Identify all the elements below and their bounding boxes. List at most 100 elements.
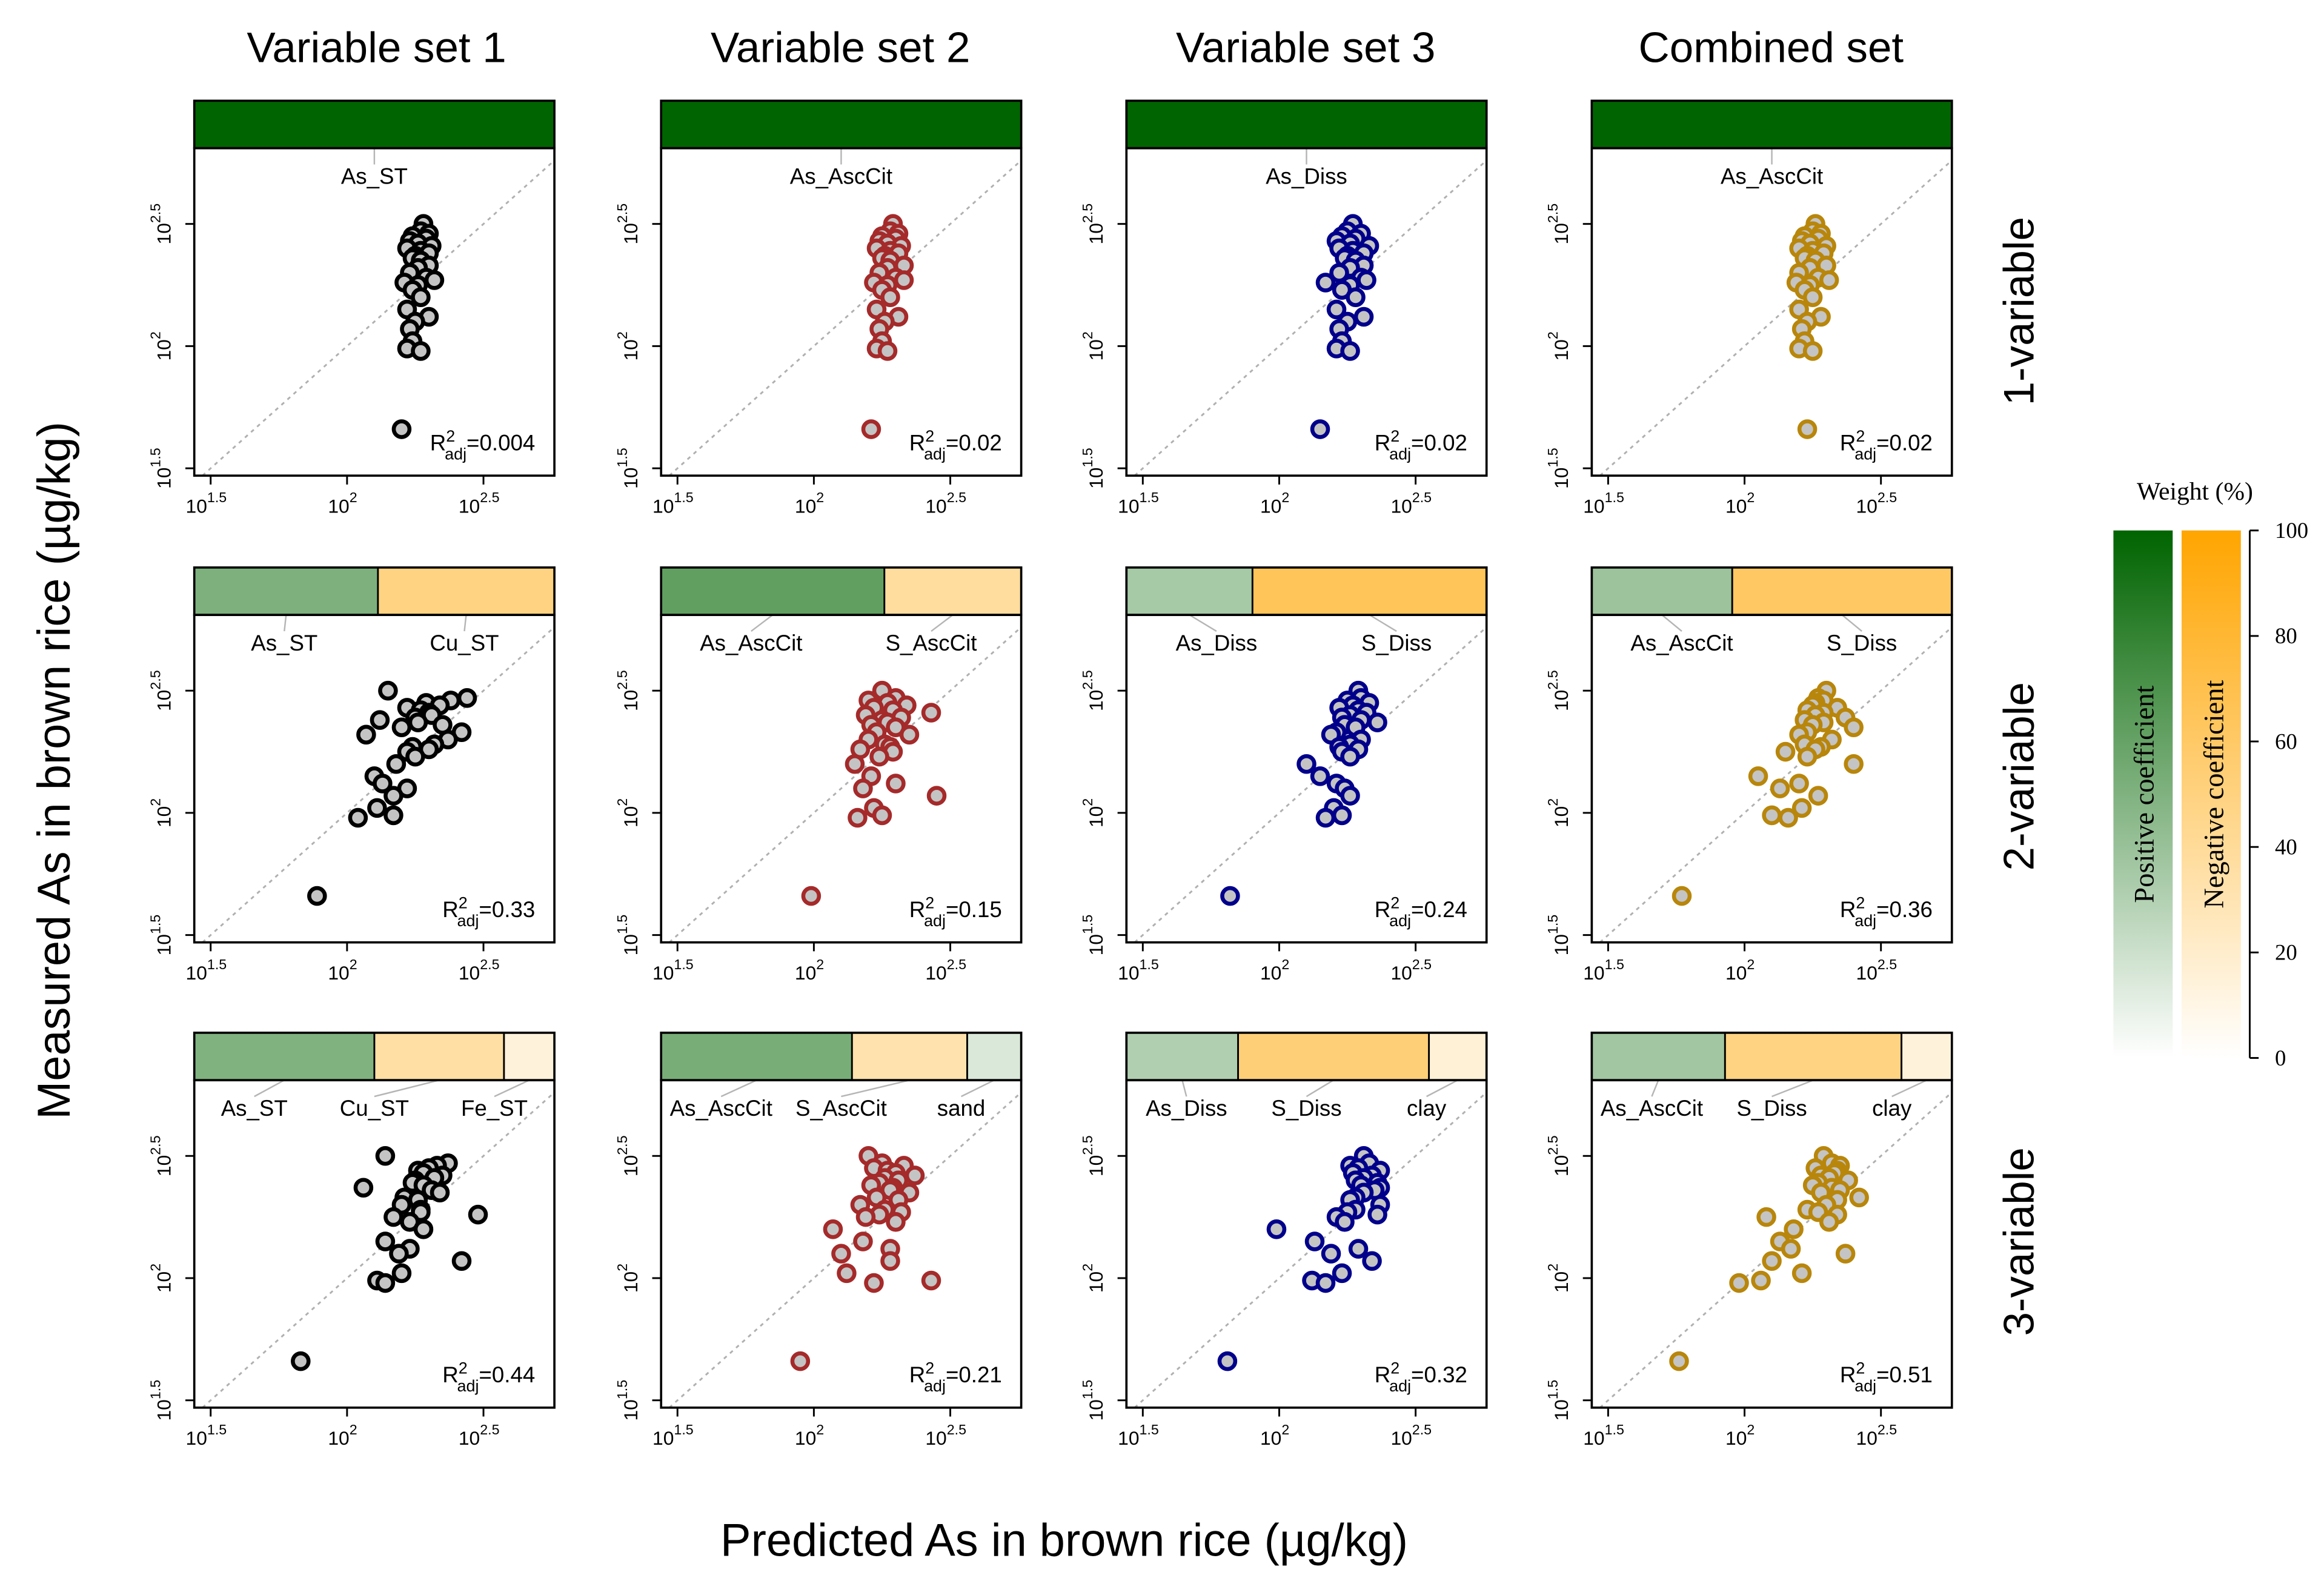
- x-tick-exponent: 2: [1281, 1422, 1289, 1437]
- data-point: [1315, 1273, 1336, 1293]
- x-tick-exponent: 2: [1281, 956, 1289, 972]
- data-point: [905, 1165, 925, 1185]
- r2-annotation: R2 adj=0.15: [909, 893, 1002, 929]
- y-tick-exponent: 2: [614, 1264, 630, 1271]
- data-point: [1770, 778, 1790, 798]
- x-tick-label: 102: [1725, 489, 1755, 517]
- r2-subscript: adj: [1389, 1377, 1411, 1395]
- reference-line: [202, 1092, 556, 1408]
- y-tick-label: 101.5: [614, 1380, 642, 1421]
- r2-annotation: R2 adj=0.36: [1840, 893, 1933, 929]
- plot-frame: [1590, 1079, 1953, 1409]
- y-axis-label: Measured As in brown rice (µg/kg): [28, 422, 80, 1119]
- y-tick-exponent: 2: [614, 331, 630, 339]
- y-tick-label: 101.5: [147, 448, 174, 489]
- data-point: [307, 886, 327, 906]
- x-tick-label: 102.5: [1390, 489, 1432, 517]
- y-tick-label: 101.5: [1545, 915, 1572, 956]
- x-tick-exponent: 2.5: [1412, 956, 1432, 972]
- x-tick-label: 102: [1725, 956, 1755, 984]
- reference-line: [202, 159, 556, 477]
- data-point: [1362, 1251, 1382, 1271]
- y-tick-label: 101.5: [1080, 1380, 1107, 1421]
- variable-label: S_AscCit: [886, 631, 977, 655]
- y-tick-exponent: 1.5: [614, 915, 630, 934]
- weight-segment: [884, 567, 1021, 615]
- variable-label: Cu_ST: [430, 631, 499, 655]
- weight-segment: [1126, 567, 1253, 615]
- y-tick-label: 101.5: [614, 915, 642, 956]
- r2-value: =0.02: [1411, 431, 1467, 456]
- variable-label: As_Diss: [1266, 164, 1347, 188]
- r2-subscript: adj: [1389, 912, 1411, 930]
- weight-segment: [374, 1032, 504, 1081]
- y-tick-label: 102: [1545, 798, 1572, 827]
- legend-positive-gradient: [2113, 530, 2173, 1058]
- x-tick-exponent: 2: [1747, 1422, 1755, 1437]
- y-tick-label: 102: [1080, 331, 1107, 360]
- data-point: [1220, 886, 1240, 906]
- r2-symbol: R: [1375, 431, 1391, 456]
- r2-value: =0.36: [1876, 897, 1933, 922]
- x-tick-exponent: 2.5: [947, 956, 966, 972]
- y-tick-label: 102: [147, 331, 174, 360]
- data-point: [1356, 270, 1376, 290]
- variable-label: As_AscCit: [700, 631, 802, 655]
- weight-leader-line: [1426, 1079, 1458, 1098]
- y-tick-label: 102.5: [147, 670, 174, 711]
- weight-segment: [1901, 1032, 1952, 1081]
- r2-symbol: R: [1375, 897, 1391, 922]
- data-point: [1802, 341, 1823, 361]
- r2-value: =0.51: [1876, 1362, 1933, 1387]
- x-tick-exponent: 2.5: [1877, 489, 1897, 505]
- weight-segment: [1725, 1032, 1902, 1081]
- r2-annotation: R2 adj=0.02: [1840, 427, 1933, 463]
- y-tick-exponent: 2.5: [1545, 204, 1561, 223]
- variable-label: As_AscCit: [1601, 1096, 1703, 1121]
- x-tick-label: 102: [328, 489, 357, 517]
- data-point: [877, 341, 898, 361]
- reference-line: [1134, 159, 1487, 477]
- r2-subscript: adj: [924, 1377, 946, 1395]
- weight-legend: Weight (%) Positive coefficient Negative…: [2113, 477, 2308, 1070]
- x-tick-label: 102.5: [1390, 956, 1432, 984]
- x-tick-exponent: 2.5: [1412, 1422, 1432, 1437]
- x-tick-label: 102.5: [1856, 489, 1897, 517]
- variable-label: clay: [1407, 1096, 1447, 1121]
- y-tick-label: 102: [614, 331, 642, 360]
- data-point: [1835, 1244, 1856, 1264]
- data-point: [291, 1351, 311, 1371]
- x-tick-exponent: 2: [1281, 489, 1289, 505]
- data-point: [1748, 766, 1768, 786]
- y-tick-label: 102.5: [147, 204, 174, 245]
- variable-label: As_Diss: [1176, 631, 1258, 655]
- y-tick-label: 102.5: [1080, 204, 1107, 245]
- weight-leader-line: [841, 1079, 910, 1098]
- data-point: [1775, 741, 1796, 762]
- weight-segment: [1592, 1032, 1725, 1081]
- legend-tick-label: 20: [2275, 940, 2297, 965]
- data-point: [861, 419, 881, 439]
- r2-annotation: R2 adj=0.02: [909, 427, 1002, 463]
- weight-leader-line: [931, 614, 954, 632]
- data-point: [1335, 1211, 1355, 1232]
- x-tick-label: 102.5: [1856, 1422, 1897, 1449]
- r2-value: =0.004: [466, 431, 535, 456]
- y-tick-label: 102: [147, 798, 174, 827]
- weight-segment: [1732, 567, 1952, 615]
- legend-tick-label: 60: [2275, 729, 2297, 754]
- y-tick-label: 101.5: [614, 448, 642, 489]
- x-tick-label: 101.5: [652, 956, 694, 984]
- reference-line: [1134, 626, 1487, 943]
- x-tick-label: 101.5: [652, 489, 694, 517]
- data-point: [370, 710, 390, 730]
- r2-subscript: adj: [924, 445, 946, 463]
- data-point: [430, 1182, 450, 1203]
- y-tick-exponent: 1.5: [1080, 1380, 1095, 1399]
- y-tick-exponent: 2.5: [1080, 204, 1095, 223]
- x-tick-exponent: 2.5: [947, 1422, 966, 1437]
- x-tick-label: 102.5: [925, 956, 966, 984]
- data-point: [790, 1351, 811, 1371]
- weight-leader-line: [1651, 1079, 1659, 1097]
- r2-subscript: adj: [1854, 912, 1876, 930]
